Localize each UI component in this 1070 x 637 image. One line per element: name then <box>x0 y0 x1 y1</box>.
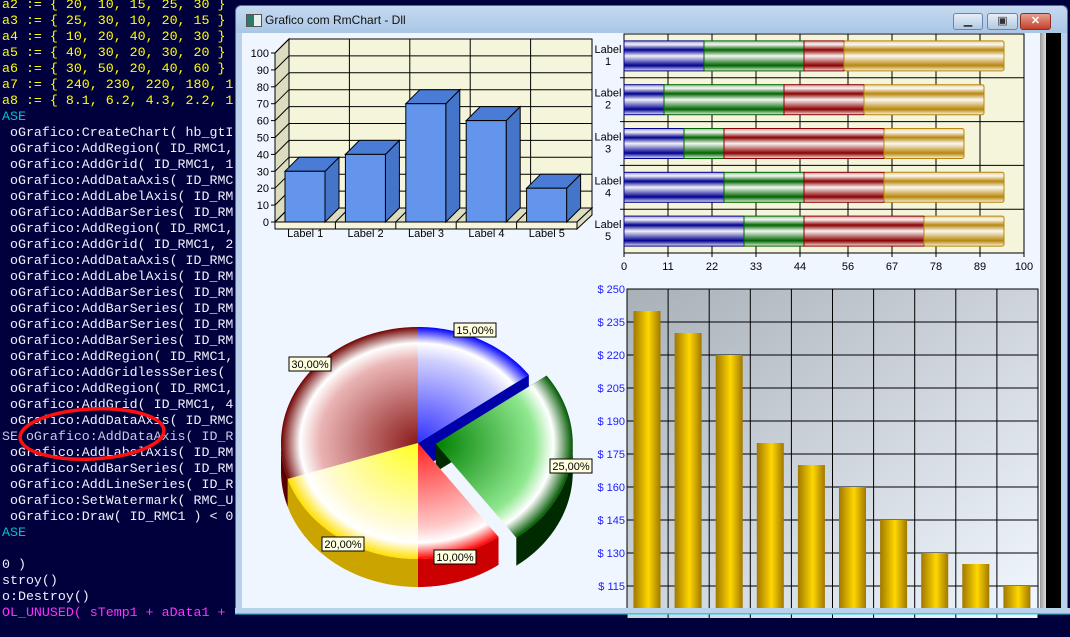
scrollbar-edge[interactable] <box>1040 33 1046 609</box>
chart-client-area <box>242 33 1040 609</box>
minimize-button[interactable]: ▁ <box>953 13 983 30</box>
code-line: oGrafico:AddRegion( ID_RMC1, <box>2 349 234 364</box>
code-line: oGrafico:AddGrid( ID_RMC1, 2 <box>2 237 234 252</box>
title-bar[interactable]: Grafico com RmChart - Dll ▁ ▣ ✕ <box>236 6 1067 33</box>
code-line: oGrafico:SetWatermark( RMC_U <box>2 493 234 508</box>
code-line: oGrafico:AddDataAxis( ID_RMC <box>2 173 234 188</box>
code-line: a6 := { 30, 50, 20, 40, 60 } <box>2 61 226 76</box>
code-line: oGrafico:AddGrid( ID_RMC1, 4 <box>2 397 234 412</box>
code-line: stroy() <box>2 573 58 588</box>
code-line: a4 := { 10, 20, 40, 20, 30 } <box>2 29 226 44</box>
chart-window: Grafico com RmChart - Dll ▁ ▣ ✕ <box>235 5 1068 614</box>
code-line: a3 := { 25, 30, 10, 20, 15 } <box>2 13 226 28</box>
code-line: oGrafico:AddBarSeries( ID_RM <box>2 461 234 476</box>
app-icon <box>246 14 262 27</box>
code-line: oGrafico:CreateChart( hb_gtI <box>2 125 234 140</box>
code-line: oGrafico:AddLabelAxis( ID_RM <box>2 445 234 460</box>
code-editor[interactable]: a2 := { 20, 10, 15, 25, 30 } a3 := { 25, … <box>0 0 240 637</box>
code-line <box>0 541 240 557</box>
code-line: oGrafico:AddLabelAxis( ID_RM <box>2 269 234 284</box>
code-line: a2 := { 20, 10, 15, 25, 30 } <box>2 0 226 12</box>
code-line: oGrafico:Draw( ID_RMC1 ) < 0 <box>2 509 234 524</box>
code-line: ASE <box>2 525 26 540</box>
code-line: 0 ) <box>2 557 26 572</box>
code-line: oGrafico:AddRegion( ID_RMC1, <box>2 381 234 396</box>
code-line: SE oGrafico:AddDataAxis( ID_R <box>2 429 234 444</box>
code-line: oGrafico:AddBarSeries( ID_RM <box>2 285 234 300</box>
maximize-button[interactable]: ▣ <box>987 13 1018 30</box>
code-line: a7 := { 240, 230, 220, 180, 1 <box>2 77 234 92</box>
close-button[interactable]: ✕ <box>1020 13 1051 30</box>
code-line: OL_UNUSED( sTemp1 + aData1 + <box>2 605 226 620</box>
code-line: oGrafico:AddRegion( ID_RMC1, <box>2 141 234 156</box>
code-line: oGrafico:AddBarSeries( ID_RM <box>2 205 234 220</box>
code-line: oGrafico:AddLabelAxis( ID_RM <box>2 189 234 204</box>
code-line: a8 := { 8.1, 6.2, 4.3, 2.2, 1 <box>2 93 234 108</box>
code-line: o:Destroy() <box>2 589 90 604</box>
code-line: oGrafico:AddGridlessSeries( <box>2 365 226 380</box>
code-line: oGrafico:AddDataAxis( ID_RMC <box>2 413 234 428</box>
code-line: oGrafico:AddLineSeries( ID_R <box>2 477 234 492</box>
code-line: oGrafico:AddBarSeries( ID_RM <box>2 301 234 316</box>
code-line: ASE <box>2 109 26 124</box>
code-line: oGrafico:AddDataAxis( ID_RMC <box>2 253 234 268</box>
code-line: oGrafico:AddBarSeries( ID_RM <box>2 317 234 332</box>
code-line: a5 := { 40, 30, 20, 30, 20 } <box>2 45 226 60</box>
black-strip <box>1046 33 1061 609</box>
code-line: oGrafico:AddRegion( ID_RMC1, <box>2 221 234 236</box>
code-line: oGrafico:AddGrid( ID_RMC1, 1 <box>2 157 234 172</box>
window-title: Grafico com RmChart - Dll <box>265 13 406 27</box>
code-line: oGrafico:AddBarSeries( ID_RM <box>2 333 234 348</box>
